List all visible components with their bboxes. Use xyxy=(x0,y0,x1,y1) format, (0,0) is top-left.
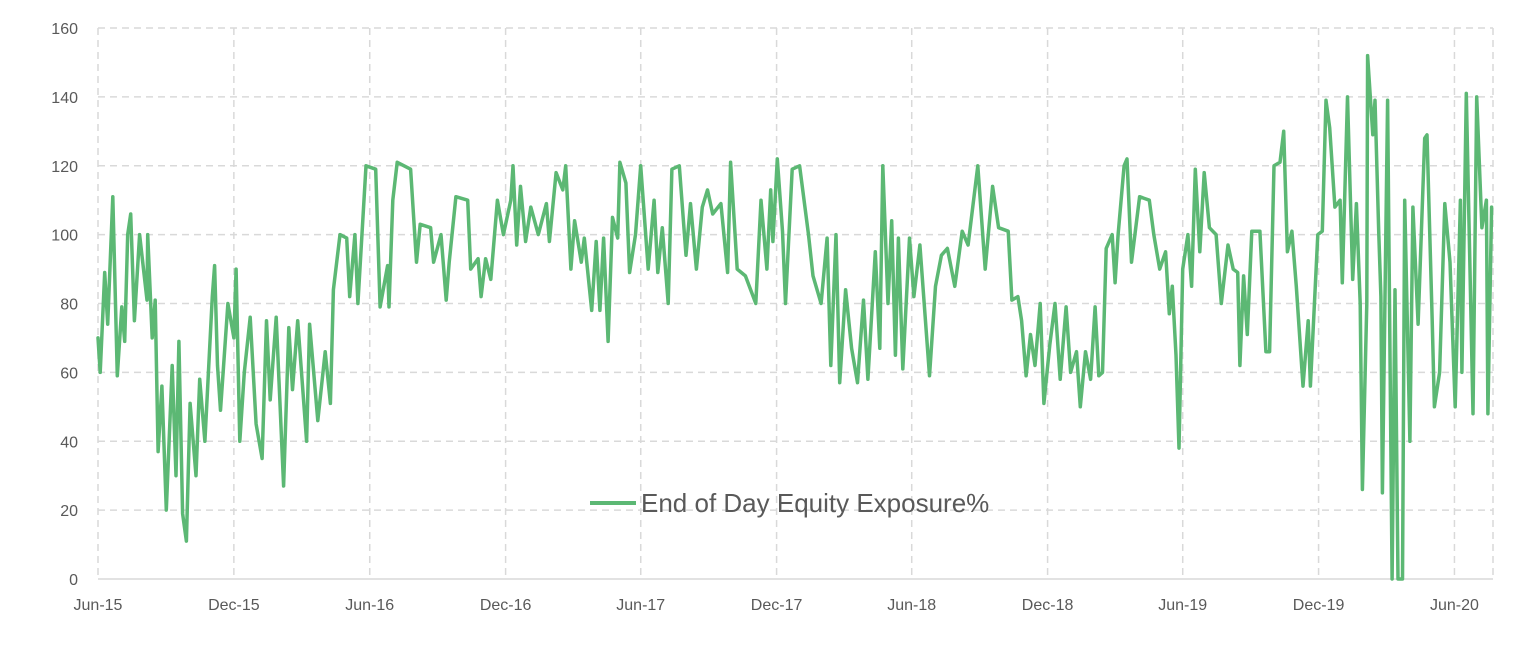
y-tick-label: 100 xyxy=(51,228,78,245)
y-tick-label: 120 xyxy=(51,159,78,176)
x-tick-label: Jun-19 xyxy=(1158,597,1207,614)
y-tick-label: 80 xyxy=(60,297,78,314)
series-line-equity-exposure xyxy=(96,53,1494,581)
y-tick-label: 60 xyxy=(60,365,78,382)
x-tick-label: Dec-19 xyxy=(1293,597,1345,614)
y-tick-label: 0 xyxy=(69,572,78,589)
x-tick-label: Jun-15 xyxy=(74,597,123,614)
x-tick-label: Jun-16 xyxy=(345,597,394,614)
legend: End of Day Equity Exposure% xyxy=(590,488,989,518)
y-tick-label: 140 xyxy=(51,90,78,107)
x-axis-tick-labels: Jun-15 Dec-15 Jun-16 Dec-16 Jun-17 Dec-17 Jun-… xyxy=(74,597,1479,614)
x-tick-label: Dec-15 xyxy=(208,597,260,614)
x-tick-label: Dec-17 xyxy=(751,597,803,614)
y-tick-label: 20 xyxy=(60,503,78,520)
y-tick-label: 40 xyxy=(60,434,78,451)
x-tick-label: Jun-17 xyxy=(616,597,665,614)
x-tick-label: Dec-16 xyxy=(480,597,532,614)
x-tick-label: Dec-18 xyxy=(1022,597,1074,614)
x-tick-label: Jun-20 xyxy=(1430,597,1479,614)
y-axis-tick-labels: 0 20 40 60 80 100 120 140 160 xyxy=(51,21,78,589)
legend-label: End of Day Equity Exposure% xyxy=(641,488,989,518)
gridlines xyxy=(97,27,1494,579)
y-tick-label: 160 xyxy=(51,21,78,38)
x-tick-label: Jun-18 xyxy=(887,597,936,614)
